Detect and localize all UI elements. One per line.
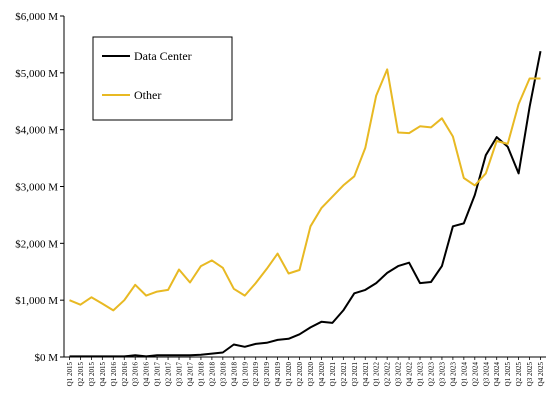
x-tick-label: Q3 2019	[263, 362, 271, 387]
x-tick-label: Q2 2024	[471, 362, 479, 387]
legend: Data Center Other	[92, 36, 233, 121]
x-tick-label: Q4 2025	[537, 362, 545, 387]
x-tick-label: Q3 2022	[395, 362, 403, 387]
x-tick-label: Q4 2017	[186, 362, 194, 387]
series-line-data-center	[69, 51, 542, 358]
x-tick-label: Q1 2022	[373, 362, 381, 387]
x-tick-label: Q3 2021	[351, 362, 359, 387]
series-line-other	[69, 68, 541, 312]
legend-label-other: Other	[134, 88, 161, 102]
x-tick-label: Q2 2019	[252, 362, 260, 387]
x-tick-label: Q2 2023	[427, 362, 435, 387]
x-tick-label: Q3 2015	[88, 362, 96, 387]
x-tick-label: Q2 2022	[384, 362, 392, 387]
x-tick-label: Q2 2021	[340, 362, 348, 387]
x-tick-label: Q1 2025	[504, 362, 512, 387]
x-tick-label: Q2 2025	[515, 362, 523, 387]
x-tick-label: Q1 2019	[241, 362, 249, 387]
x-tick-label: Q1 2020	[285, 362, 293, 387]
x-tick-label: Q4 2024	[493, 362, 501, 387]
x-tick-label: Q4 2022	[406, 362, 414, 387]
y-tick-label: $0 M	[34, 352, 58, 364]
x-tick-label: Q2 2018	[208, 362, 216, 387]
x-tick-label: Q3 2017	[176, 362, 184, 387]
y-tick-label: $1,000 M	[15, 295, 58, 307]
x-axis: Q1 2015 Q2 2015 Q3 2015 Q4 2015 Q1 2016 Q2 20…	[64, 356, 546, 387]
x-tick-label: Q3 2024	[482, 362, 490, 387]
x-tick-label: Q1 2016	[110, 362, 118, 387]
x-tick-label: Q3 2018	[219, 362, 227, 387]
x-tick-label: Q3 2016	[132, 362, 140, 387]
x-tick-label: Q4 2018	[230, 362, 238, 387]
x-tick-label: Q2 2015	[77, 362, 85, 387]
x-tick-label: Q1 2021	[329, 362, 337, 387]
x-tick-label: Q3 2023	[438, 362, 446, 387]
x-tick-label: Q1 2015	[66, 362, 74, 387]
x-tick-label: Q1 2024	[460, 362, 468, 387]
x-tick-label: Q1 2023	[417, 362, 425, 387]
x-tick-label: Q1 2017	[154, 362, 162, 387]
y-tick-label: $3,000 M	[15, 182, 58, 194]
x-tick-label: Q2 2020	[296, 362, 304, 387]
x-tick-label: Q4 2015	[99, 362, 107, 387]
y-tick-label: $2,000 M	[15, 238, 58, 250]
series-lines	[69, 51, 542, 358]
x-tick-label: Q2 2016	[121, 362, 129, 387]
y-tick-label: $4,000 M	[15, 125, 58, 137]
legend-label-data-center: Data Center	[134, 49, 192, 63]
y-tick-label: $5,000 M	[15, 68, 58, 80]
x-tick-label: Q4 2016	[143, 362, 151, 387]
x-tick-label: Q1 2018	[197, 362, 205, 387]
x-tick-label: Q4 2019	[274, 362, 282, 387]
legend-box	[92, 36, 233, 121]
x-tick-label: Q4 2023	[449, 362, 457, 387]
y-axis: $0 M $1,000 M $2,000 M $3,000 M $4,000 M $5,0…	[15, 11, 65, 364]
y-tick-label: $6,000 M	[15, 11, 58, 23]
x-tick-label: Q4 2020	[318, 362, 326, 387]
x-tick-label: Q3 2020	[307, 362, 315, 387]
x-tick-label: Q4 2021	[362, 362, 370, 387]
x-tick-label: Q2 2017	[165, 362, 173, 387]
x-tick-label: Q3 2025	[526, 362, 534, 387]
